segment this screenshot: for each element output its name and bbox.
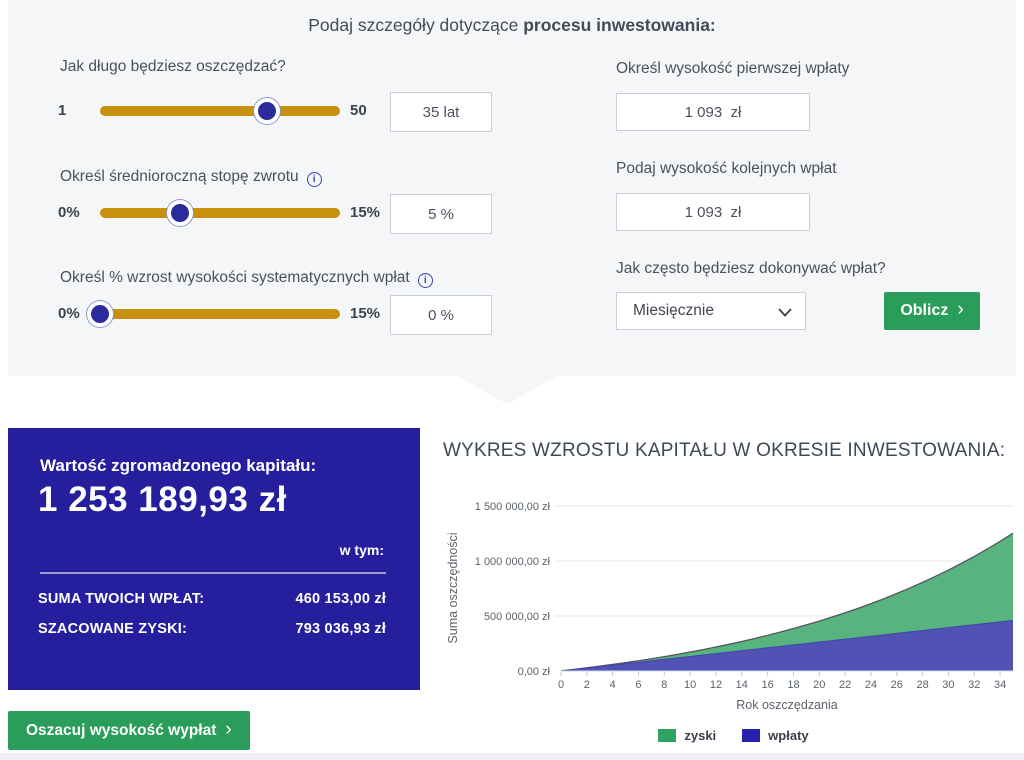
area-chart-canvas: 0,00 zł 500 000,00 zł 1 000 000,00 zł 1 500… xyxy=(446,501,1014,712)
svg-text:8: 8 xyxy=(661,679,667,691)
chart-legend: zyski wpłaty xyxy=(443,728,1024,743)
slider-growth-label: Określ % wzrost wysokości systematycznyc… xyxy=(60,269,433,288)
chevron-down-icon xyxy=(778,308,792,317)
chart-title: WYKRES WZROSTU KAPITAŁU W OKRESIE INWEST… xyxy=(443,440,1006,461)
svg-text:0: 0 xyxy=(558,679,564,691)
page-title-prefix: Podaj szczegóły dotyczące xyxy=(308,15,524,35)
deposits-sum-label: SUMA TWOICH WPŁAT: xyxy=(38,591,205,607)
estimated-profit-value: 793 036,93 zł xyxy=(295,621,386,637)
result-row-deposits: SUMA TWOICH WPŁAT: 460 153,00 zł xyxy=(38,591,386,607)
return-value-input[interactable] xyxy=(390,194,492,234)
zyski-swatch xyxy=(658,729,677,742)
svg-text:32: 32 xyxy=(968,679,980,691)
divider xyxy=(40,572,386,574)
svg-text:16: 16 xyxy=(762,679,774,691)
slider-return-label: Określ średnioroczną stopę zwrotu i xyxy=(60,168,322,187)
legend-item-wplaty[interactable]: wpłaty xyxy=(742,728,809,743)
result-total-value: 1 253 189,93 zł xyxy=(38,480,287,519)
svg-text:0,00 zł: 0,00 zł xyxy=(518,666,551,678)
svg-text:4: 4 xyxy=(610,679,616,691)
slider-growth-row: 0% 15% xyxy=(0,295,500,335)
svg-text:28: 28 xyxy=(916,679,928,691)
frequency-select[interactable]: Miesięcznie xyxy=(616,292,806,330)
frequency-selected-value: Miesięcznie xyxy=(633,302,714,319)
slider-min-label: 1 xyxy=(58,102,67,119)
first-deposit-input[interactable] xyxy=(616,93,810,131)
capital-growth-chart: WYKRES WZROSTU KAPITAŁU W OKRESIE INWEST… xyxy=(443,432,1024,760)
calculate-button[interactable]: Oblicz › xyxy=(884,292,980,330)
svg-text:24: 24 xyxy=(865,679,877,691)
svg-text:12: 12 xyxy=(710,679,722,691)
svg-text:18: 18 xyxy=(787,679,799,691)
result-title: Wartość zgromadzonego kapitału: xyxy=(40,456,317,475)
deposits-sum-value: 460 153,00 zł xyxy=(295,591,386,607)
svg-text:1 000 000,00 zł: 1 000 000,00 zł xyxy=(475,556,551,568)
chevron-right-icon: › xyxy=(957,299,964,320)
growth-value-input[interactable] xyxy=(390,295,492,335)
svg-text:10: 10 xyxy=(684,679,696,691)
first-deposit-label: Określ wysokość pierwszej wpłaty xyxy=(616,60,850,77)
svg-text:6: 6 xyxy=(635,679,641,691)
slider-return-handle[interactable] xyxy=(166,200,193,226)
duration-value-input[interactable] xyxy=(390,92,492,132)
next-deposit-label: Podaj wysokość kolejnych wpłat xyxy=(616,160,837,177)
legend-item-zyski[interactable]: zyski xyxy=(658,728,716,743)
svg-text:26: 26 xyxy=(891,679,903,691)
slider-min-label: 0% xyxy=(58,204,80,221)
slider-duration-row: 1 50 xyxy=(0,92,500,132)
result-panel: Wartość zgromadzonego kapitału: 1 253 18… xyxy=(8,428,420,690)
slider-max-label: 15% xyxy=(350,204,381,221)
slider-growth-handle[interactable] xyxy=(87,301,113,327)
result-breakdown-label: w tym: xyxy=(339,542,384,558)
estimated-profit-label: SZACOWANE ZYSKI: xyxy=(38,621,188,637)
svg-text:2: 2 xyxy=(584,679,590,691)
slider-growth-track[interactable] xyxy=(87,301,340,327)
svg-text:Suma oszczędności: Suma oszczędności xyxy=(446,532,460,643)
frequency-label: Jak często będziesz dokonywać wpłat? xyxy=(616,260,886,277)
svg-text:1 500 000,00 zł: 1 500 000,00 zł xyxy=(475,501,551,513)
svg-text:30: 30 xyxy=(942,679,954,691)
chevron-right-icon: › xyxy=(225,718,232,740)
svg-text:20: 20 xyxy=(813,679,825,691)
svg-text:Rok oszczędzania: Rok oszczędzania xyxy=(736,698,837,712)
slider-duration-label: Jak długo będziesz oszczędzać? xyxy=(60,58,286,75)
page-title-bold: procesu inwestowania: xyxy=(523,15,716,35)
page-title: Podaj szczegóły dotyczące procesu inwest… xyxy=(0,15,1024,36)
panel-notch xyxy=(457,376,557,404)
estimate-payout-button[interactable]: Oszacuj wysokość wypłat › xyxy=(8,711,250,750)
info-icon[interactable]: i xyxy=(417,273,433,288)
next-deposit-input[interactable] xyxy=(616,193,810,231)
slider-return-track[interactable] xyxy=(100,200,340,226)
result-row-profit: SZACOWANE ZYSKI: 793 036,93 zł xyxy=(38,621,386,637)
slider-max-label: 15% xyxy=(350,305,381,322)
slider-min-label: 0% xyxy=(58,305,80,322)
svg-text:22: 22 xyxy=(839,679,851,691)
svg-text:500 000,00 zł: 500 000,00 zł xyxy=(484,611,551,623)
wplaty-swatch xyxy=(742,729,761,742)
slider-max-label: 50 xyxy=(350,102,367,119)
svg-text:14: 14 xyxy=(736,679,748,691)
next-section-edge xyxy=(0,753,1024,760)
svg-text:34: 34 xyxy=(994,679,1006,691)
slider-return-row: 0% 15% xyxy=(0,194,500,234)
info-icon[interactable]: i xyxy=(306,172,322,187)
slider-duration-handle[interactable] xyxy=(253,98,280,124)
slider-duration-track[interactable] xyxy=(100,98,340,124)
